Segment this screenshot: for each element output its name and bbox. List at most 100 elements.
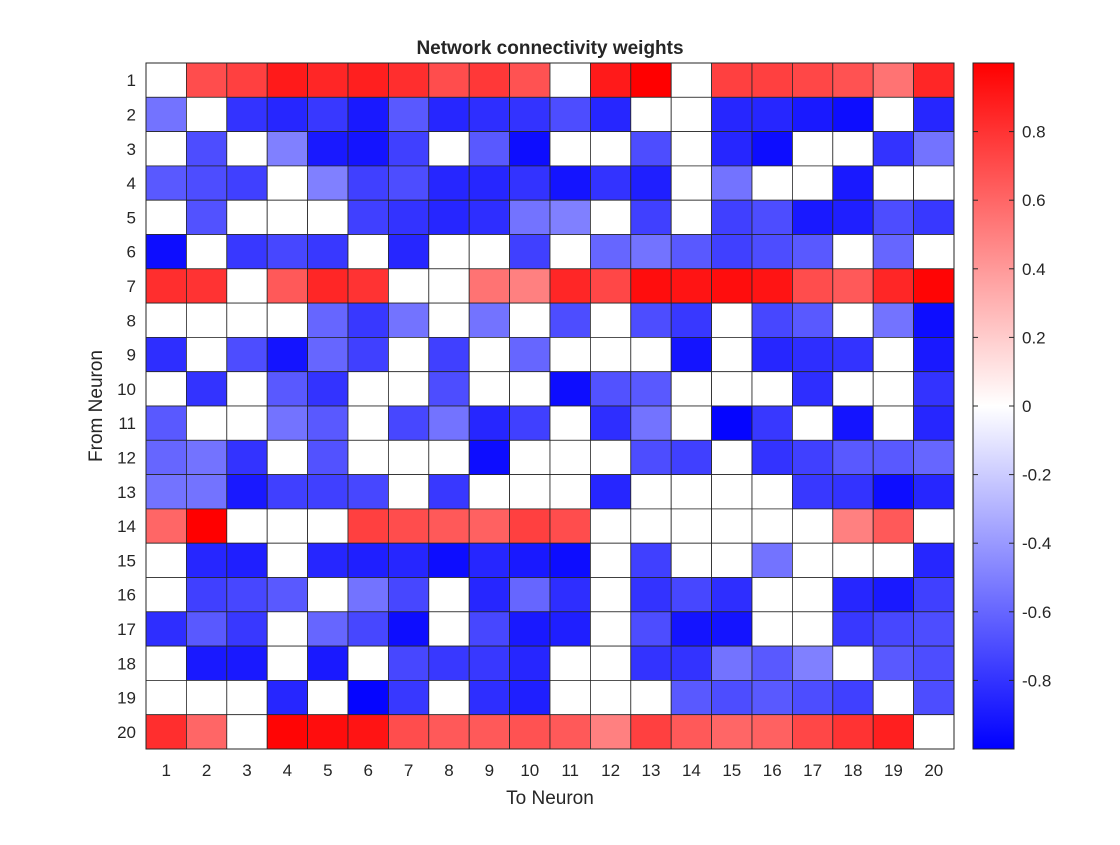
x-tick-label: 8	[444, 761, 453, 780]
heatmap-cell-15-13	[630, 542, 672, 578]
heatmap-cell-6-20	[913, 234, 955, 270]
heatmap-cell-20-6	[347, 714, 389, 750]
heatmap-cell-5-4	[266, 199, 309, 235]
colorbar-tick-label: 0.8	[1022, 123, 1046, 142]
heatmap-cell-4-18	[832, 165, 874, 201]
heatmap-cell-4-1	[145, 165, 187, 201]
heatmap-cell-17-2	[185, 611, 228, 647]
heatmap-cell-6-17	[792, 234, 834, 270]
heatmap-cell-3-13	[630, 131, 672, 167]
heatmap-cell-16-9	[468, 577, 511, 613]
heatmap-cell-13-16	[751, 474, 793, 510]
heatmap-cell-17-1	[145, 611, 187, 647]
y-tick-label: 7	[127, 277, 136, 296]
heatmap-cell-16-5	[307, 577, 349, 613]
heatmap-cell-2-18	[832, 96, 874, 133]
heatmap-cell-15-14	[670, 542, 713, 578]
x-tick-label: 9	[485, 761, 494, 780]
heatmap-cell-5-18	[832, 199, 874, 235]
heatmap-cell-10-15	[711, 371, 753, 407]
heatmap-cell-15-10	[509, 542, 551, 578]
x-axis-label: To Neuron	[506, 788, 594, 809]
heatmap-cell-17-3	[226, 611, 268, 647]
heatmap-cell-4-12	[590, 165, 632, 201]
heatmap-cell-18-4	[266, 645, 309, 681]
heatmap-cell-12-4	[266, 439, 309, 475]
heatmap-cell-11-8	[428, 405, 470, 441]
heatmap-cell-10-20	[913, 371, 955, 407]
heatmap-cell-16-1	[145, 577, 187, 613]
heatmap-cell-13-9	[468, 474, 511, 510]
heatmap-cell-13-5	[307, 474, 349, 510]
heatmap-cell-9-12	[590, 336, 632, 373]
heatmap-cell-9-17	[792, 336, 834, 373]
heatmap-cell-16-10	[509, 577, 551, 613]
heatmap-cell-10-10	[509, 371, 551, 407]
heatmap-cell-9-15	[711, 336, 753, 373]
x-tick-label: 3	[242, 761, 251, 780]
heatmap-cell-16-13	[630, 577, 672, 613]
heatmap-cell-4-10	[509, 165, 551, 201]
heatmap-cell-15-16	[751, 542, 793, 578]
heatmap-cell-2-6	[347, 96, 389, 133]
heatmap-cell-19-12	[590, 680, 632, 716]
heatmap-cell-14-14	[670, 508, 713, 544]
heatmap-cell-7-15	[711, 268, 753, 304]
heatmap-cell-1-14	[670, 62, 713, 98]
heatmap-cell-3-20	[913, 131, 955, 167]
heatmap-cell-2-19	[872, 96, 915, 133]
y-tick-label: 14	[117, 517, 136, 536]
heatmap-cell-7-12	[590, 268, 632, 304]
heatmap-cell-18-6	[347, 645, 389, 681]
heatmap-cell-5-5	[307, 199, 349, 235]
heatmap-cell-9-7	[387, 336, 430, 373]
heatmap-cell-9-5	[307, 336, 349, 373]
heatmap-cell-14-4	[266, 508, 309, 544]
heatmap-cell-18-12	[590, 645, 632, 681]
heatmap-cell-6-2	[185, 234, 228, 270]
heatmap-cell-12-3	[226, 439, 268, 475]
heatmap-cell-2-5	[307, 96, 349, 133]
heatmap-cell-20-18	[832, 714, 874, 750]
heatmap-cell-15-9	[468, 542, 511, 578]
heatmap-cell-14-1	[145, 508, 187, 544]
heatmap-cell-8-5	[307, 302, 349, 338]
heatmap-cell-14-12	[590, 508, 632, 544]
heatmap-cell-5-3	[226, 199, 268, 235]
heatmap-cell-10-14	[670, 371, 713, 407]
heatmap-cell-14-13	[630, 508, 672, 544]
y-tick-label: 10	[117, 380, 136, 399]
heatmap-cell-20-2	[185, 714, 228, 750]
colorbar-tick-label: 0.2	[1022, 328, 1046, 347]
heatmap-cell-6-15	[711, 234, 753, 270]
colorbar-tick-label: 0	[1022, 397, 1031, 416]
heatmap-cell-9-8	[428, 336, 470, 373]
heatmap-cell-20-12	[590, 714, 632, 750]
heatmap-cell-4-3	[226, 165, 268, 201]
heatmap-cell-7-6	[347, 268, 389, 304]
heatmap-cell-16-6	[347, 577, 389, 613]
heatmap-cell-11-18	[832, 405, 874, 441]
heatmap-cell-15-6	[347, 542, 389, 578]
heatmap-cell-12-2	[185, 439, 228, 475]
heatmap-cell-4-15	[711, 165, 753, 201]
heatmap-cell-3-12	[590, 131, 632, 167]
heatmap-cell-1-13	[630, 62, 672, 98]
heatmap-cell-1-17	[792, 62, 834, 98]
heatmap-cell-8-20	[913, 302, 955, 338]
heatmap-cell-6-11	[549, 234, 591, 270]
heatmap-cell-2-15	[711, 96, 753, 133]
heatmap-cell-6-19	[872, 234, 915, 270]
chart-title: Network connectivity weights	[416, 38, 683, 59]
heatmap-cell-13-3	[226, 474, 268, 510]
x-tick-label: 15	[722, 761, 741, 780]
heatmap-cell-5-11	[549, 199, 591, 235]
heatmap-cell-14-8	[428, 508, 470, 544]
heatmap-cell-2-20	[913, 96, 955, 133]
heatmap-cell-5-10	[509, 199, 551, 235]
heatmap-cell-11-2	[185, 405, 228, 441]
heatmap-cell-4-13	[630, 165, 672, 201]
colorbar-tick-label: 0.4	[1022, 260, 1046, 279]
heatmap-cell-4-8	[428, 165, 470, 201]
heatmap-cell-4-20	[913, 165, 955, 201]
